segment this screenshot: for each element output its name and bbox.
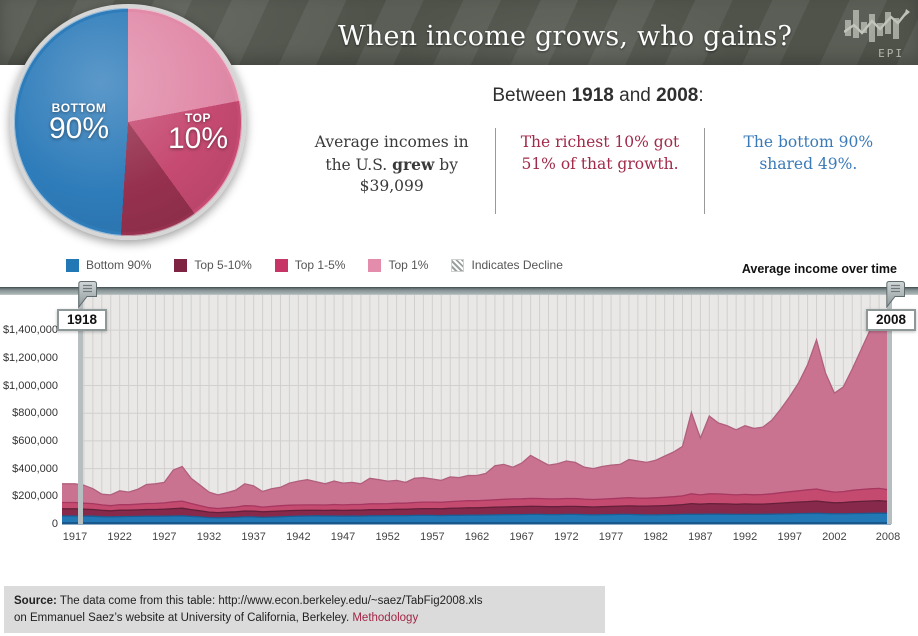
area-edge — [62, 500, 891, 514]
range-guide-end[interactable] — [887, 295, 892, 524]
source-line1: The data come from this table: http://ww… — [56, 595, 483, 607]
x-axis-tick: 1927 — [152, 531, 177, 543]
x-axis-tick: 1972 — [554, 531, 579, 543]
range-start-label: 1918 — [57, 309, 108, 331]
x-axis-tick: 1917 — [62, 531, 88, 543]
epi-logo: EPI — [843, 6, 910, 60]
summary-richest-share: The richest 10% got 51% of that growth. — [495, 128, 703, 214]
legend-label: Indicates Decline — [471, 258, 563, 272]
x-axis-tick: 1992 — [732, 531, 758, 543]
legend-swatch-icon — [274, 258, 288, 272]
x-axis-tick: 1947 — [330, 531, 356, 543]
x-axis-tick: 1957 — [420, 531, 445, 543]
summary-bottom-share: The bottom 90% shared 49%. — [703, 128, 912, 214]
legend-swatch-icon — [368, 258, 382, 272]
legend-swatch-icon — [174, 258, 188, 272]
pie-label-top10-pct: 10% — [167, 122, 229, 155]
summary-average-growth: Average incomes in the U.S. grew by $39,… — [288, 128, 495, 214]
epi-logo-text: EPI — [878, 47, 904, 60]
legend-item-top-1-: Top 1% — [368, 258, 428, 272]
range-end-label: 2008 — [866, 309, 917, 331]
area-edge — [62, 512, 891, 519]
heading-post: : — [698, 85, 704, 106]
page-title: When income grows, who gains? — [337, 21, 793, 52]
source-line2: on Emmanuel Saez’s website at University… — [14, 611, 353, 624]
x-axis-tick: 1952 — [375, 531, 400, 543]
timeline-slider-track[interactable] — [0, 287, 918, 295]
chart-title: Average income over time — [741, 262, 897, 276]
heading-pre: Between — [492, 85, 572, 106]
x-axis-tick: 1932 — [196, 531, 222, 543]
heading-mid: and — [613, 85, 657, 106]
source-note: Source: The data come from this table: h… — [4, 586, 605, 634]
area-chart-plot[interactable] — [0, 295, 918, 527]
col1-bold: grew — [392, 154, 435, 174]
x-axis-tick: 1982 — [643, 531, 668, 543]
source-label: Source: — [14, 595, 57, 607]
pie-circle[interactable] — [10, 4, 246, 240]
y-axis-tick: $200,000 — [12, 490, 58, 503]
legend-label: Top 5-10% — [194, 258, 252, 272]
area-edge — [62, 487, 891, 510]
legend-label: Bottom 90% — [86, 258, 152, 272]
legend-label: Top 1% — [388, 258, 429, 272]
pie-label-bottom90: BOTTOM 90% — [34, 102, 124, 144]
x-axis-tick: 2008 — [875, 531, 901, 543]
pie-label-bottom90-pct: 90% — [48, 112, 110, 145]
slider-handle-end[interactable] — [886, 281, 906, 309]
pie-label-top10-word: TOP — [185, 111, 211, 125]
x-axis-tick: 1922 — [107, 531, 132, 543]
y-axis-tick: 0 — [51, 518, 58, 530]
legend-swatch-icon — [66, 258, 79, 272]
pie-label-top10: TOP 10% — [158, 112, 238, 154]
y-axis-tick: $800,000 — [12, 407, 58, 420]
legend-label: Top 1-5% — [294, 258, 346, 272]
y-axis-tick: $1,400,000 — [2, 324, 58, 337]
y-axis-tick: $1,200,000 — [2, 351, 58, 364]
area-top-1- — [62, 323, 891, 524]
slider-handle-icon — [886, 281, 905, 309]
legend-item-top-5-10-: Top 5-10% — [174, 258, 252, 272]
slider-handle-icon — [78, 281, 97, 309]
x-axis-tick: 2002 — [822, 531, 847, 543]
y-axis-tick: $1,000,000 — [2, 379, 58, 392]
x-axis-tick: 1967 — [509, 531, 534, 543]
col1-post: by $39,099 — [359, 155, 458, 196]
x-axis-tick: 1987 — [688, 531, 713, 543]
x-axis-tick: 1997 — [777, 531, 802, 543]
heading-year-end: 2008 — [656, 85, 699, 106]
x-axis-tick: 1962 — [464, 531, 490, 543]
chart-baseline — [62, 522, 891, 525]
heading-year-start: 1918 — [571, 85, 614, 106]
x-axis-tick: 1977 — [598, 531, 624, 543]
legend-item-top-1-5-: Top 1-5% — [274, 258, 346, 272]
pie-label-bottom90-word: BOTTOM — [51, 101, 107, 115]
slider-handle-start[interactable] — [78, 281, 98, 309]
methodology-link[interactable]: Methodology — [352, 611, 419, 624]
legend-item-indicates-decline: Indicates Decline — [451, 258, 563, 272]
decline-hatch-icon — [451, 258, 465, 272]
y-axis-tick: $600,000 — [12, 434, 58, 447]
legend-item-bottom-90-: Bottom 90% — [66, 258, 151, 272]
between-years-heading: Between 1918 and 2008: — [280, 85, 916, 107]
epi-logo-icon — [843, 9, 910, 42]
income-share-pie-chart: BOTTOM 90% TOP 10% — [10, 4, 246, 240]
area-bottom-90- — [62, 513, 891, 524]
col1-pre: Average incomes in the U.S. — [314, 133, 469, 174]
chart-legend: Bottom 90% Top 5-10% Top 1-5% Top 1% Indicat… — [66, 258, 586, 272]
summary-columns: Average incomes in the U.S. grew by $39,… — [288, 128, 912, 214]
x-axis-tick: 1937 — [241, 531, 266, 543]
area-edge — [62, 322, 891, 496]
range-guide-start[interactable] — [78, 295, 83, 524]
pie-gloss — [18, 12, 238, 232]
y-axis-tick: $400,000 — [12, 462, 58, 475]
x-axis-tick: 1942 — [286, 531, 311, 543]
